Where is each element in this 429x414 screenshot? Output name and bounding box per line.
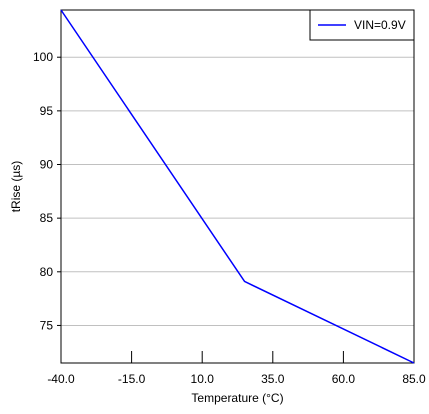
y-axis-title: tRise (µs) xyxy=(9,161,23,213)
y-tick-label: 100 xyxy=(33,50,53,64)
y-tick-label: 95 xyxy=(40,104,54,118)
x-tick-label: -40.0 xyxy=(47,372,75,386)
x-tick-label: 35.0 xyxy=(261,372,285,386)
y-tick-label: 90 xyxy=(40,158,54,172)
gridlines xyxy=(61,56,414,326)
series-lines xyxy=(60,9,415,364)
x-tick-label: -15.0 xyxy=(118,372,146,386)
x-axis-ticks: -40.0 -15.0 10.0 35.0 60.0 85.0 xyxy=(47,351,426,386)
x-tick-label: 85.0 xyxy=(402,372,426,386)
x-axis-title: Temperature (°C) xyxy=(191,391,283,405)
y-tick-label: 75 xyxy=(40,318,54,332)
y-tick-label: 85 xyxy=(40,211,54,225)
y-tick-label: 80 xyxy=(40,265,54,279)
x-tick-label: 60.0 xyxy=(332,372,356,386)
plot-frame xyxy=(60,9,415,364)
x-tick-label: 10.0 xyxy=(191,372,215,386)
y-axis-ticks: 75 80 85 90 95 100 xyxy=(33,50,61,332)
legend: VIN=0.9V xyxy=(309,9,415,41)
series-line xyxy=(60,9,415,364)
legend-label: VIN=0.9V xyxy=(354,18,406,32)
